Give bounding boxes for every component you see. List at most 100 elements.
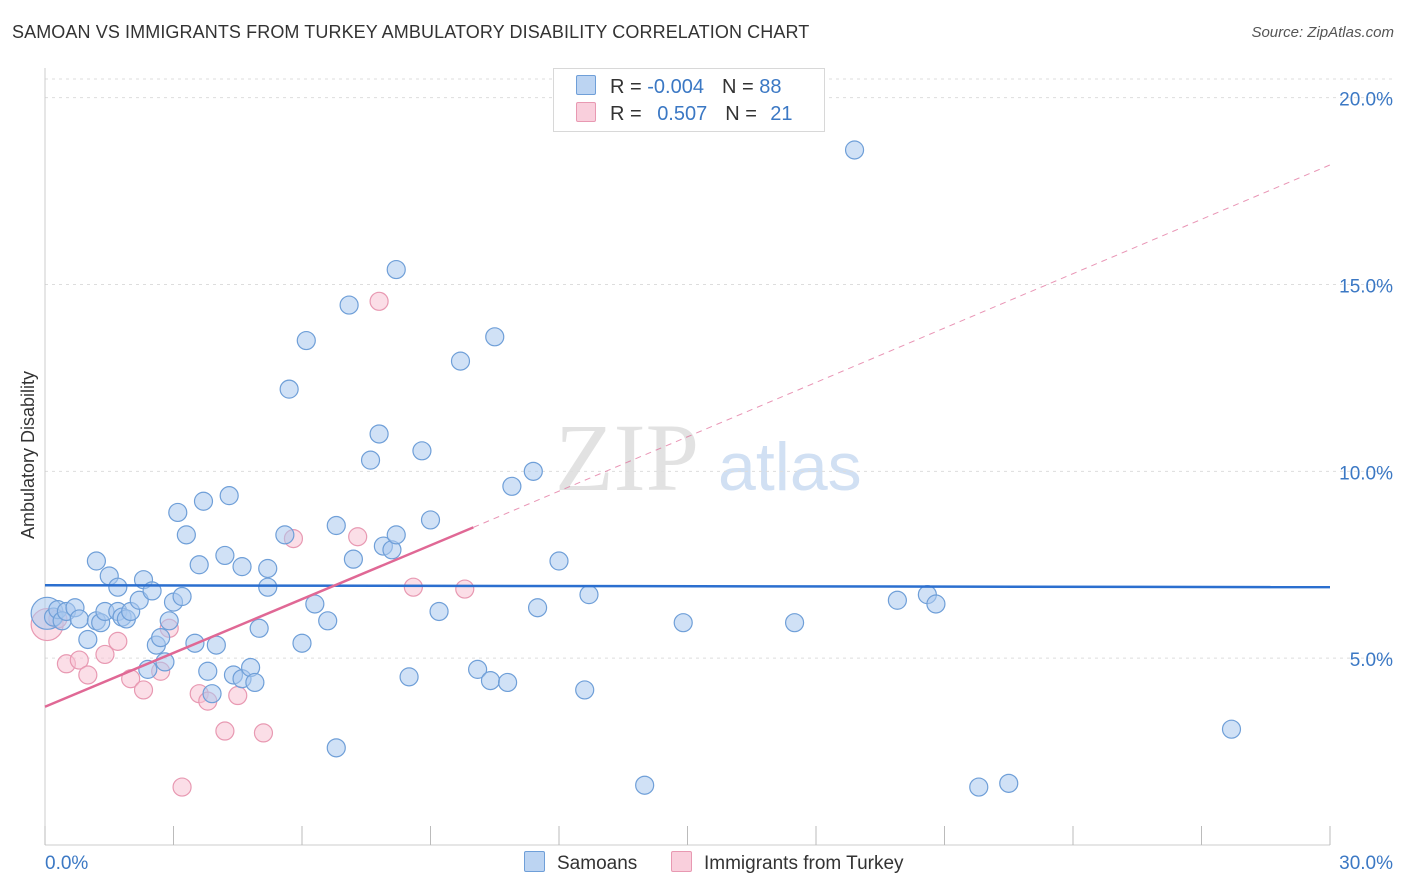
samoans-point-86 (1221, 719, 1242, 739)
samoans-point-44 (258, 577, 278, 597)
samoans-n-label: N = (721, 76, 760, 98)
samoans-point-72 (523, 461, 543, 481)
source-credit: Source: ZipAtlas.com (1251, 24, 1394, 41)
turkey-trend-extension (473, 164, 1331, 528)
samoans-point-60 (386, 525, 406, 545)
samoans-point-68 (480, 670, 501, 691)
samoans-point-77 (635, 775, 655, 795)
bottom-legend-samoans: Samoans (524, 851, 637, 875)
samoans-point-64 (420, 510, 441, 530)
bottom-turkey-swatch (671, 851, 692, 872)
y-axis-title: Ambulatory Disability (18, 371, 38, 539)
samoans-point-53 (326, 738, 346, 758)
bottom-legend-turkey: Immigrants from Turkey (671, 851, 904, 875)
samoans-point-27 (172, 586, 192, 607)
samoans-point-66 (450, 351, 471, 371)
samoans-point-32 (193, 491, 214, 511)
samoans-point-70 (498, 672, 518, 693)
samoans-point-37 (219, 486, 239, 506)
trend-lines (44, 164, 1331, 708)
samoans-point-54 (339, 295, 359, 315)
samoans-point-39 (232, 557, 252, 577)
samoans-point-63 (412, 441, 432, 461)
axes (44, 68, 1331, 846)
correlation-legend: R = -0.004 N = 88 R = 0.507 N = 21 (553, 68, 825, 132)
samoans-point-7 (78, 629, 98, 650)
watermark-atlas-text: atlas (718, 429, 862, 505)
series-samoans-points (30, 140, 1242, 797)
y-tick-label-0: 5.0% (1350, 650, 1393, 671)
samoans-point-61 (386, 259, 406, 280)
samoans-point-42 (245, 672, 265, 693)
samoans-point-84 (969, 777, 989, 797)
x-tick-label-1: 30.0% (1339, 853, 1393, 874)
samoans-point-74 (549, 551, 569, 571)
chart-title: SAMOAN VS IMMIGRANTS FROM TURKEY AMBULAT… (12, 22, 810, 42)
bottom-turkey-label: Immigrants from Turkey (704, 853, 904, 874)
samoans-r-label: R = (610, 76, 648, 98)
turkey-point-4 (78, 665, 98, 685)
turkey-n-value: 21 (770, 103, 793, 125)
turkey-r-value: 0.507 (657, 103, 708, 125)
turkey-point-21 (455, 579, 475, 599)
x-tick-label-0: 0.0% (45, 853, 88, 874)
samoans-point-36 (215, 545, 235, 566)
y-tick-label-1: 10.0% (1339, 463, 1393, 484)
samoans-point-65 (429, 601, 449, 622)
bottom-samoans-swatch (524, 851, 545, 872)
turkey-point-15 (228, 685, 248, 706)
samoans-point-49 (296, 330, 316, 351)
samoans-point-28 (168, 502, 188, 523)
turkey-trend-line (44, 526, 474, 708)
samoans-point-75 (575, 680, 595, 700)
turkey-point-20 (403, 577, 423, 597)
legend-row-samoans: R = -0.004 N = 88 (576, 75, 781, 99)
samoans-point-73 (527, 598, 548, 618)
samoans-point-47 (275, 525, 295, 545)
samoans-point-43 (249, 618, 269, 638)
samoans-point-18 (129, 590, 149, 610)
bottom-samoans-label: Samoans (557, 853, 638, 874)
samoans-point-71 (502, 476, 522, 496)
zipatlas-watermark: ZIP atlas (555, 404, 862, 511)
turkey-point-16 (253, 723, 274, 743)
y-tick-label-3: 20.0% (1339, 90, 1393, 111)
samoans-point-80 (844, 140, 865, 160)
samoans-point-55 (343, 549, 363, 569)
watermark-zip-text: ZIP (555, 404, 699, 511)
samoans-point-76 (579, 585, 599, 605)
samoans-point-62 (399, 667, 419, 687)
samoans-point-81 (887, 590, 907, 610)
samoans-point-33 (198, 661, 218, 681)
samoans-point-9 (86, 551, 107, 571)
samoans-point-78 (673, 613, 693, 633)
samoans-point-83 (926, 594, 946, 614)
samoans-point-34 (202, 684, 222, 704)
turkey-point-3 (69, 650, 89, 670)
samoans-swatch (576, 75, 596, 95)
turkey-point-8 (133, 680, 154, 700)
samoans-point-51 (318, 611, 338, 631)
samoans-point-69 (485, 327, 505, 347)
turkey-n-label: N = (725, 103, 763, 125)
samoans-point-67 (468, 659, 488, 679)
axis-labels: 5.0% 10.0% 15.0% 20.0% 0.0% 30.0% Ambulatory D… (18, 90, 1393, 874)
samoans-point-29 (176, 525, 196, 545)
turkey-point-19 (369, 291, 389, 311)
samoans-point-79 (784, 613, 805, 633)
turkey-swatch (576, 102, 596, 122)
legend-row-turkey: R = 0.507 N = 21 (576, 102, 793, 126)
samoans-point-56 (360, 450, 381, 470)
samoans-point-48 (292, 633, 312, 653)
y-tick-label-2: 15.0% (1339, 277, 1393, 298)
turkey-point-6 (108, 631, 128, 651)
samoans-point-45 (258, 558, 278, 579)
samoans-point-23 (151, 628, 171, 648)
samoans-point-31 (189, 555, 209, 575)
samoans-point-52 (326, 515, 346, 536)
samoans-r-value: -0.004 (647, 76, 704, 98)
turkey-point-18 (348, 527, 368, 547)
samoans-point-46 (279, 379, 299, 399)
samoans-point-25 (159, 611, 179, 631)
